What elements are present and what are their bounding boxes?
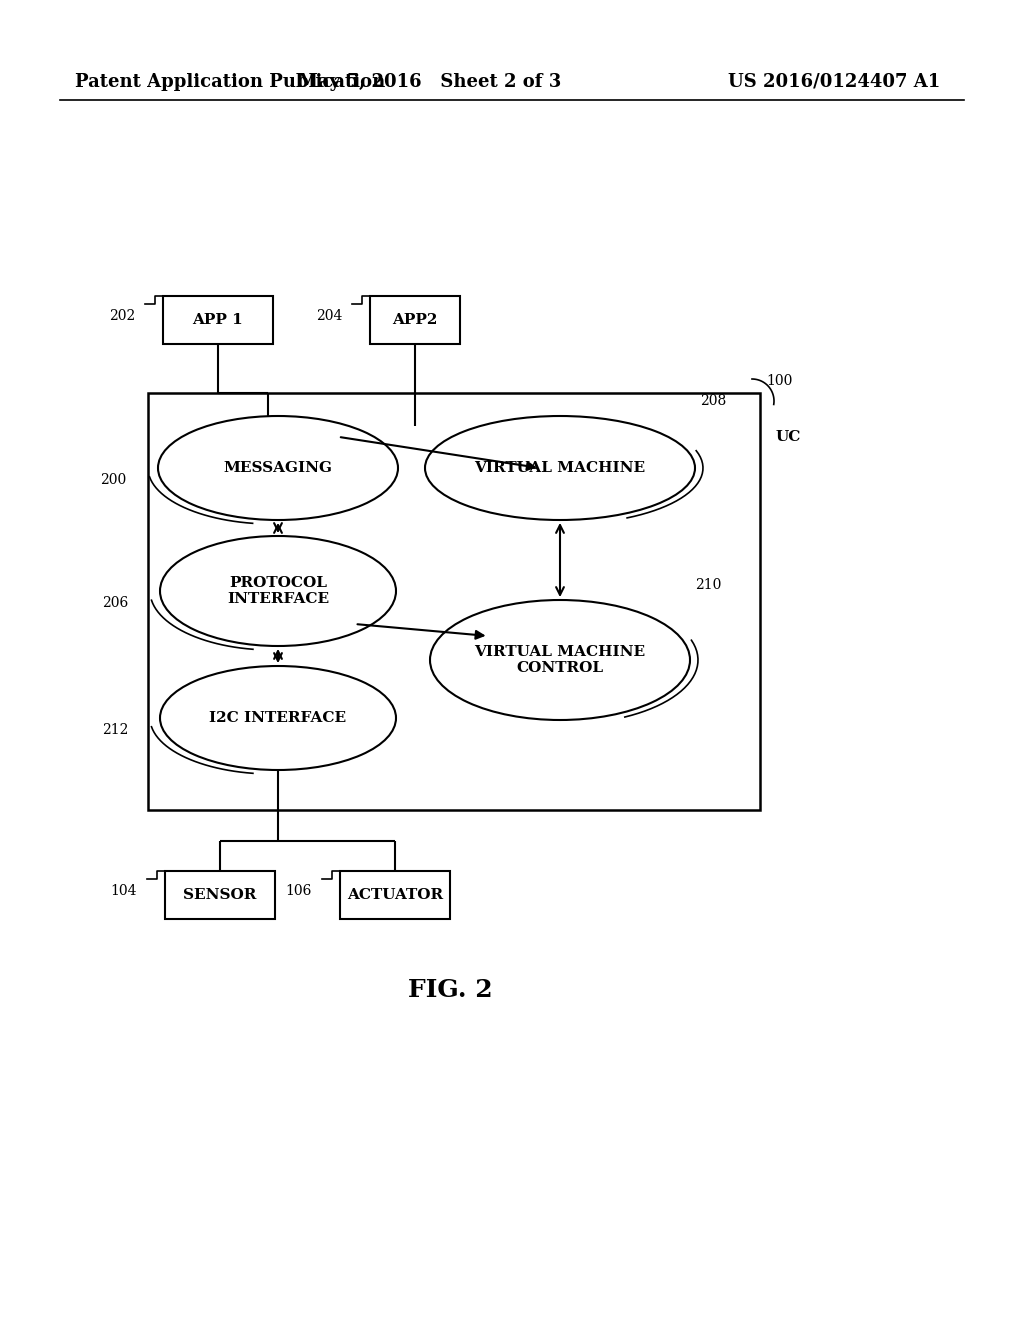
Text: 106: 106 xyxy=(286,884,312,898)
Text: SENSOR: SENSOR xyxy=(183,888,257,902)
Text: I2C INTERFACE: I2C INTERFACE xyxy=(210,711,346,725)
Bar xyxy=(163,296,273,345)
Bar xyxy=(370,296,460,345)
Ellipse shape xyxy=(160,667,396,770)
Text: May 5, 2016   Sheet 2 of 3: May 5, 2016 Sheet 2 of 3 xyxy=(298,73,561,91)
Text: ACTUATOR: ACTUATOR xyxy=(347,888,443,902)
Text: 210: 210 xyxy=(695,578,721,591)
Text: 204: 204 xyxy=(315,309,342,323)
Ellipse shape xyxy=(158,416,398,520)
Text: APP 1: APP 1 xyxy=(193,313,244,327)
Text: 206: 206 xyxy=(101,597,128,610)
Text: Patent Application Publication: Patent Application Publication xyxy=(75,73,385,91)
Ellipse shape xyxy=(430,601,690,719)
Ellipse shape xyxy=(160,536,396,645)
Text: 104: 104 xyxy=(111,884,137,898)
Text: 202: 202 xyxy=(109,309,135,323)
Bar xyxy=(148,393,760,810)
Text: UC: UC xyxy=(776,430,802,444)
Text: MESSAGING: MESSAGING xyxy=(223,461,333,475)
Text: FIG. 2: FIG. 2 xyxy=(408,978,493,1002)
Text: 200: 200 xyxy=(99,473,126,487)
Text: VIRTUAL MACHINE: VIRTUAL MACHINE xyxy=(474,461,645,475)
Bar xyxy=(165,871,275,919)
Text: PROTOCOL
INTERFACE: PROTOCOL INTERFACE xyxy=(227,576,329,606)
Text: APP2: APP2 xyxy=(392,313,437,327)
Ellipse shape xyxy=(425,416,695,520)
Text: 208: 208 xyxy=(700,393,726,408)
Bar xyxy=(340,871,450,919)
Text: 100: 100 xyxy=(766,374,793,388)
Text: VIRTUAL MACHINE
CONTROL: VIRTUAL MACHINE CONTROL xyxy=(474,645,645,675)
Text: 212: 212 xyxy=(101,723,128,737)
Text: US 2016/0124407 A1: US 2016/0124407 A1 xyxy=(728,73,940,91)
